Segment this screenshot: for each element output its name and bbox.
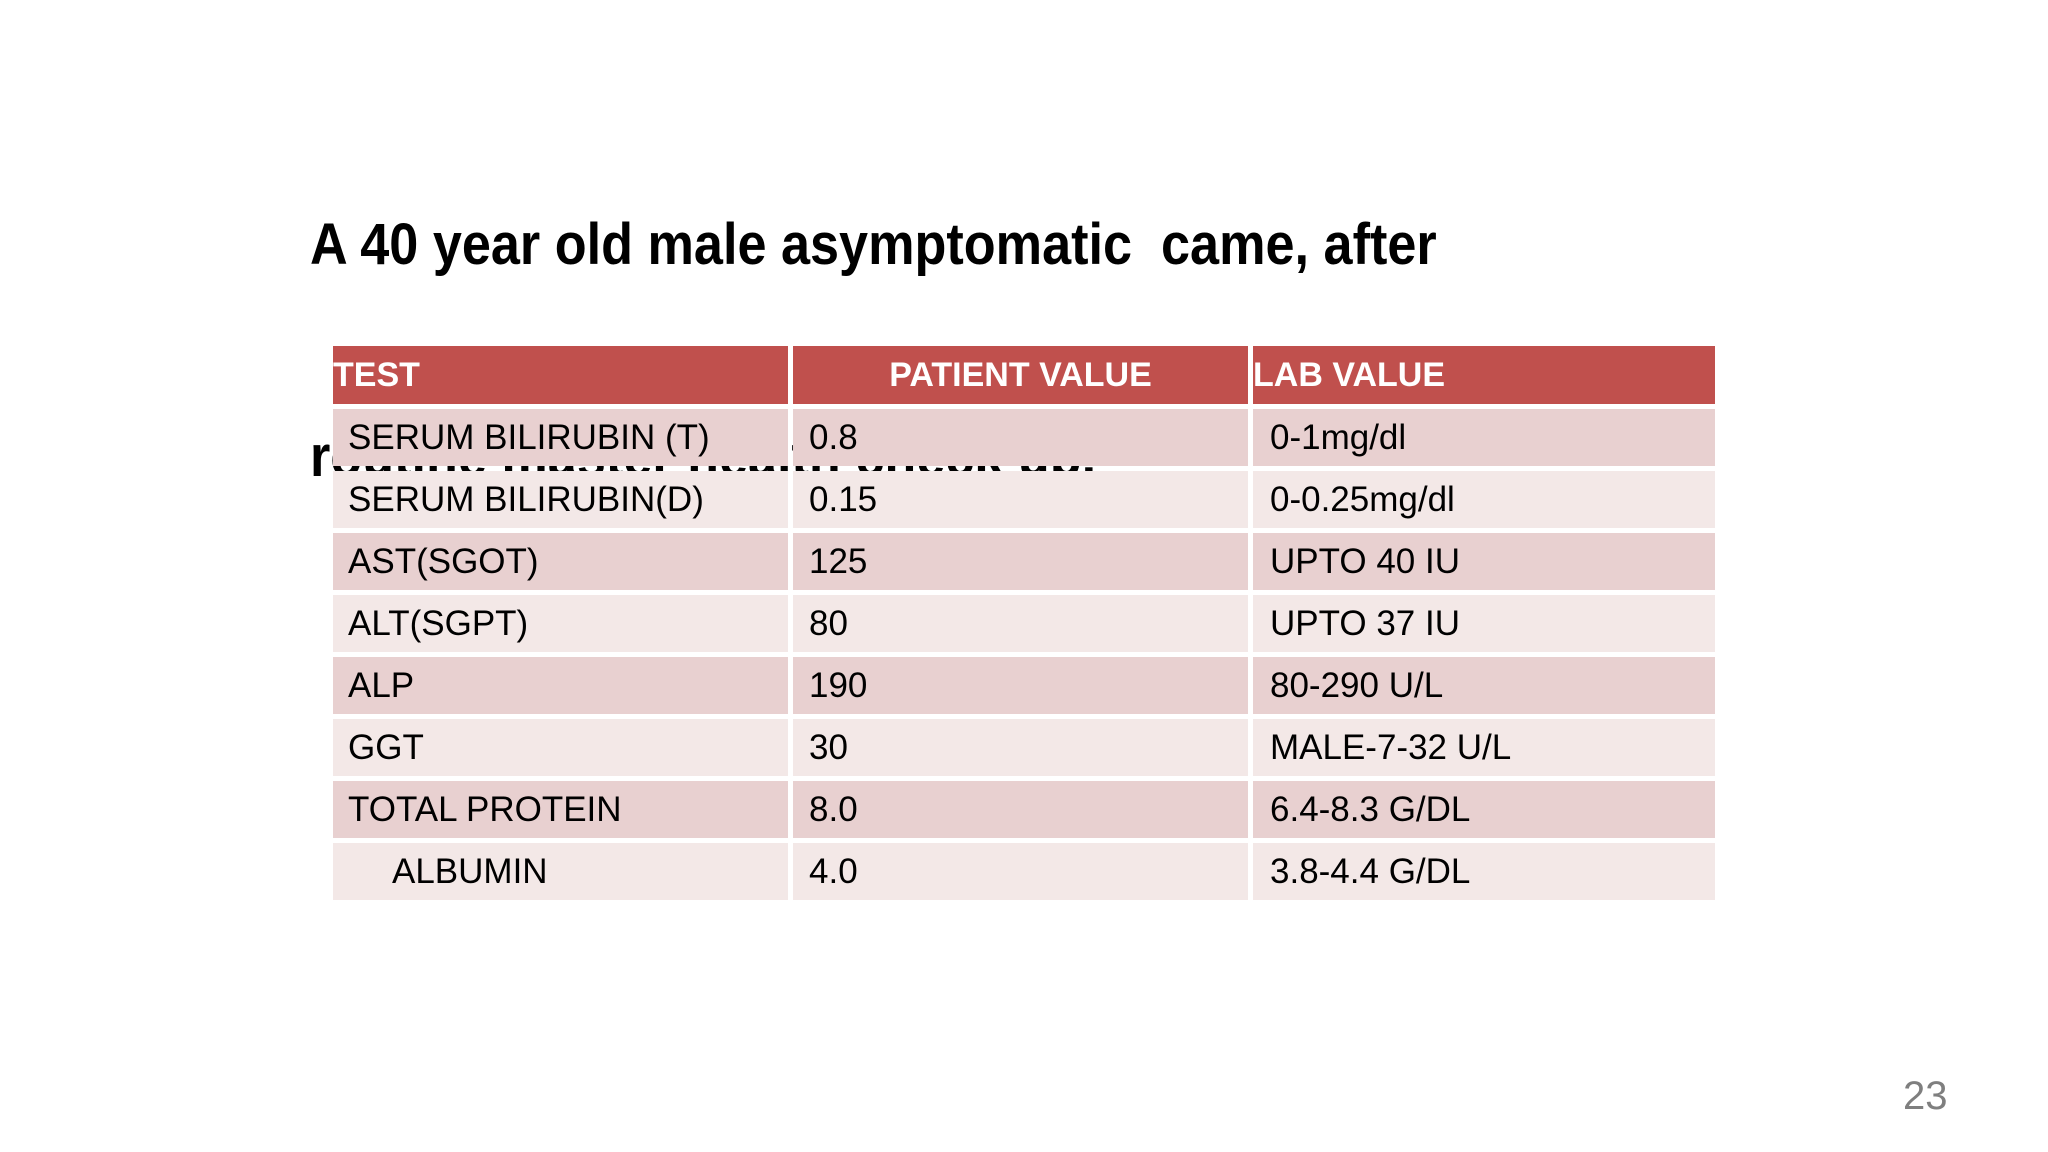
cell-lab-value: 0-1mg/dl bbox=[1253, 409, 1715, 466]
cell-test: GGT bbox=[333, 719, 788, 776]
cell-lab-value: UPTO 37 IU bbox=[1253, 595, 1715, 652]
cell-lab-value: 6.4-8.3 G/DL bbox=[1253, 781, 1715, 838]
cell-patient-value: 125 bbox=[793, 533, 1248, 590]
lab-results-table: TEST PATIENT VALUE LAB VALUE SERUM BILIR… bbox=[328, 341, 1720, 905]
cell-lab-value: 3.8-4.4 G/DL bbox=[1253, 843, 1715, 900]
column-header-lab-value: LAB VALUE bbox=[1253, 346, 1715, 404]
cell-test: SERUM BILIRUBIN (T) bbox=[333, 409, 788, 466]
title-line-1: A 40 year old male asymptomatic came, af… bbox=[310, 211, 1437, 277]
cell-test: TOTAL PROTEIN bbox=[333, 781, 788, 838]
cell-patient-value: 80 bbox=[793, 595, 1248, 652]
column-header-patient-value: PATIENT VALUE bbox=[793, 346, 1248, 404]
cell-patient-value: 4.0 bbox=[793, 843, 1248, 900]
table-row: ALP 190 80-290 U/L bbox=[333, 657, 1715, 714]
page-number: 23 bbox=[1903, 1074, 1948, 1118]
cell-patient-value: 30 bbox=[793, 719, 1248, 776]
cell-test: ALT(SGPT) bbox=[333, 595, 788, 652]
table-row: TOTAL PROTEIN 8.0 6.4-8.3 G/DL bbox=[333, 781, 1715, 838]
table-row: SERUM BILIRUBIN (T) 0.8 0-1mg/dl bbox=[333, 409, 1715, 466]
table-row: ALT(SGPT) 80 UPTO 37 IU bbox=[333, 595, 1715, 652]
cell-lab-value: MALE-7-32 U/L bbox=[1253, 719, 1715, 776]
cell-test: ALP bbox=[333, 657, 788, 714]
cell-patient-value: 190 bbox=[793, 657, 1248, 714]
table-row: SERUM BILIRUBIN(D) 0.15 0-0.25mg/dl bbox=[333, 471, 1715, 528]
cell-test: ALBUMIN bbox=[333, 843, 788, 900]
table-row: GGT 30 MALE-7-32 U/L bbox=[333, 719, 1715, 776]
cell-lab-value: UPTO 40 IU bbox=[1253, 533, 1715, 590]
cell-patient-value: 8.0 bbox=[793, 781, 1248, 838]
cell-patient-value: 0.8 bbox=[793, 409, 1248, 466]
table-header-row: TEST PATIENT VALUE LAB VALUE bbox=[333, 346, 1715, 404]
table-row: AST(SGOT) 125 UPTO 40 IU bbox=[333, 533, 1715, 590]
cell-test: SERUM BILIRUBIN(D) bbox=[333, 471, 788, 528]
table-row: ALBUMIN 4.0 3.8-4.4 G/DL bbox=[333, 843, 1715, 900]
cell-lab-value: 0-0.25mg/dl bbox=[1253, 471, 1715, 528]
column-header-test: TEST bbox=[333, 346, 788, 404]
cell-lab-value: 80-290 U/L bbox=[1253, 657, 1715, 714]
cell-patient-value: 0.15 bbox=[793, 471, 1248, 528]
cell-test: AST(SGOT) bbox=[333, 533, 788, 590]
